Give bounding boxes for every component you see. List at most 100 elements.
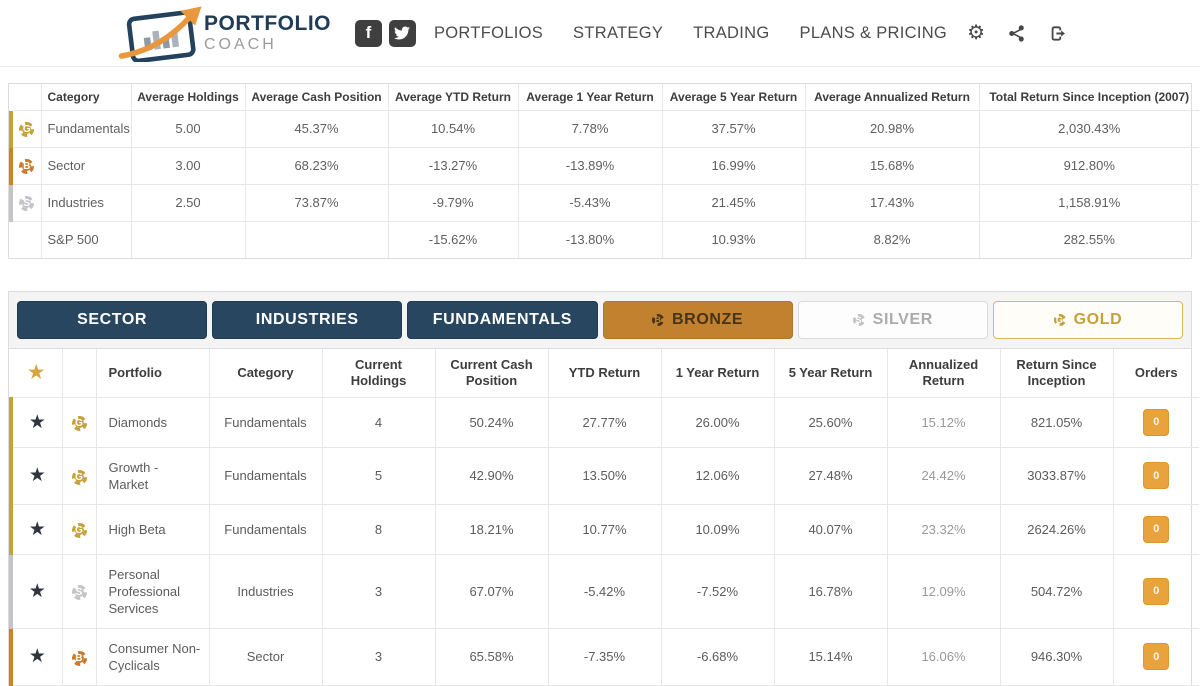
gear-icon[interactable]: ⚙ [967, 22, 985, 44]
td-ytd: -5.42% [548, 554, 662, 629]
col-category: Category [209, 349, 323, 398]
app-logo: PORTFOLIO COACH [116, 4, 331, 62]
nav-portfolios[interactable]: PORTFOLIOS [433, 23, 544, 42]
favorite-star-icon[interactable]: ★ [28, 646, 46, 667]
facebook-icon[interactable]: f [354, 19, 382, 47]
orders-button[interactable]: 0 [1143, 515, 1170, 543]
category-cell: Fundamentals [209, 397, 323, 448]
td-5yr: 27.48% [774, 447, 888, 505]
td-cash: 68.23% [245, 147, 389, 185]
bronze-badge-icon: B [652, 314, 665, 326]
portfolio-row: ★ S Personal Professional Services Indus… [9, 554, 1199, 629]
summary-row: G Fundamentals 5.00 45.37% 10.54% 7.78% … [9, 110, 1199, 148]
summary-row: S Industries 2.50 73.87% -9.79% -5.43% 2… [9, 184, 1199, 222]
portfolio-name[interactable]: High Beta [96, 504, 210, 555]
tab-silver[interactable]: S SILVER [797, 301, 988, 339]
td-holdings: 3 [322, 628, 436, 686]
td-ytd: 13.50% [548, 447, 662, 505]
col-total-inception: Total Return Since Inception (2007) [979, 84, 1199, 111]
twitter-icon[interactable] [388, 19, 416, 47]
td-inception: 504.72% [1000, 554, 1114, 629]
col-return-inception: Return Since Inception [1000, 349, 1114, 398]
favorite-star-icon[interactable]: ★ [28, 411, 46, 433]
nav-strategy[interactable]: STRATEGY [573, 23, 664, 42]
td-annualized: 15.12% [887, 397, 1001, 448]
orders-button[interactable]: 0 [1143, 643, 1170, 670]
category-cell: Fundamentals [209, 504, 323, 555]
td-annualized: 8.82% [805, 221, 980, 258]
tab-bronze[interactable]: B BRONZE [602, 301, 793, 339]
td-ytd: -15.62% [388, 221, 519, 258]
td-cash: 65.58% [435, 628, 549, 686]
orders-button[interactable]: 0 [1143, 408, 1170, 436]
td-holdings: 4 [322, 397, 436, 448]
td-5yr: 40.07% [774, 504, 888, 555]
favorite-star-icon[interactable]: ★ [28, 465, 46, 486]
portfolio-name[interactable]: Diamonds [96, 397, 210, 448]
summary-card: Category Average Holdings Average Cash P… [8, 83, 1199, 259]
favorite-star-icon[interactable]: ★ [28, 518, 46, 540]
td-5yr: 16.78% [774, 554, 888, 629]
portfolio-name[interactable]: Growth - Market [96, 447, 210, 505]
gold-badge-icon: G [1053, 314, 1066, 326]
silver-badge-icon: S [852, 314, 865, 326]
td-ytd: 27.77% [548, 397, 662, 448]
td-ytd: 10.54% [388, 110, 519, 148]
td-5yr: 16.99% [662, 147, 806, 185]
td-1yr: -6.68% [661, 628, 775, 686]
orders-button[interactable]: 0 [1143, 577, 1170, 605]
col-avg-1yr: Average 1 Year Return [518, 84, 663, 111]
td-annualized: 15.68% [805, 147, 980, 185]
orders-button[interactable]: 0 [1143, 462, 1170, 489]
td-cash: 18.21% [435, 504, 549, 555]
td-5yr: 15.14% [774, 628, 888, 686]
share-icon[interactable] [1007, 24, 1026, 43]
portfolio-row: ★ B Consumer Non-Cyclicals Sector 3 65.5… [9, 628, 1199, 686]
td-inception: 3033.87% [1000, 447, 1114, 505]
col-category: Category [41, 84, 132, 111]
tab-fundamentals[interactable]: FUNDAMENTALS [407, 301, 598, 339]
col-avg-5yr: Average 5 Year Return [662, 84, 806, 111]
td-holdings: 2.50 [131, 184, 246, 222]
nav-plans-pricing[interactable]: PLANS & PRICING [799, 23, 948, 42]
portfolio-name[interactable]: Consumer Non-Cyclicals [96, 628, 210, 686]
td-inception: 1,158.91% [979, 184, 1199, 222]
portfolio-name[interactable]: Personal Professional Services [96, 554, 210, 629]
tab-gold[interactable]: G GOLD [992, 301, 1184, 339]
portfolio-row: ★ G Diamonds Fundamentals 4 50.24% 27.77… [9, 397, 1199, 448]
favorite-star-icon[interactable]: ★ [28, 580, 46, 602]
portfolio-header-row: ★ Portfolio Category Current Holdings Cu… [11, 349, 1199, 398]
logo-chart-icon [118, 6, 202, 62]
td-1yr: 12.06% [661, 447, 775, 505]
td-cash: 45.37% [245, 110, 389, 148]
silver-badge-icon: S [71, 585, 87, 600]
tab-industries[interactable]: INDUSTRIES [212, 301, 403, 339]
td-1yr: 7.78% [518, 110, 663, 148]
col-current-holdings: Current Holdings [322, 349, 436, 398]
td-holdings: 3.00 [131, 147, 246, 185]
category-cell: Fundamentals [41, 110, 132, 148]
td-annualized: 17.43% [805, 184, 980, 222]
td-inception: 821.05% [1000, 397, 1114, 448]
td-ytd: -9.79% [388, 184, 519, 222]
td-ytd: -7.35% [548, 628, 662, 686]
td-holdings: 5.00 [131, 110, 246, 148]
sign-out-icon[interactable] [1048, 24, 1068, 43]
td-ytd: -13.27% [388, 147, 519, 185]
nav-trading[interactable]: TRADING [693, 23, 770, 42]
col-orders: Orders [1113, 349, 1199, 398]
gold-badge-icon: G [19, 122, 35, 137]
tab-sector[interactable]: SECTOR [17, 301, 208, 339]
td-annualized: 23.32% [887, 504, 1001, 555]
td-annualized: 24.42% [887, 447, 1001, 505]
td-inception: 2624.26% [1000, 504, 1114, 555]
td-cash: 50.24% [435, 397, 549, 448]
td-5yr: 25.60% [774, 397, 888, 448]
td-1yr: -7.52% [661, 554, 775, 629]
category-cell: Sector [41, 147, 132, 185]
col-ytd-return: YTD Return [548, 349, 662, 398]
col-current-cash: Current Cash Position [435, 349, 549, 398]
td-inception: 2,030.43% [979, 110, 1199, 148]
summary-header-row: Category Average Holdings Average Cash P… [11, 84, 1199, 111]
td-cash [245, 221, 389, 258]
